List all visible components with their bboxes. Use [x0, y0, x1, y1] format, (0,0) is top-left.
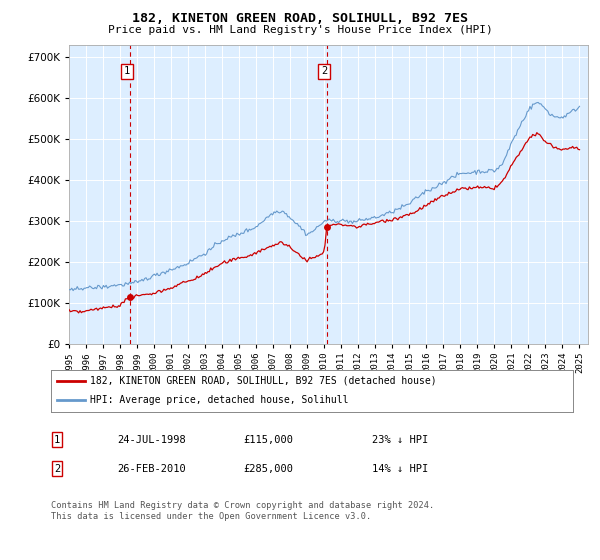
Text: 14% ↓ HPI: 14% ↓ HPI	[372, 464, 428, 474]
Text: 1: 1	[54, 435, 60, 445]
Text: 26-FEB-2010: 26-FEB-2010	[117, 464, 186, 474]
Text: Price paid vs. HM Land Registry's House Price Index (HPI): Price paid vs. HM Land Registry's House …	[107, 25, 493, 35]
Text: Contains HM Land Registry data © Crown copyright and database right 2024.
This d: Contains HM Land Registry data © Crown c…	[51, 501, 434, 521]
Text: £285,000: £285,000	[243, 464, 293, 474]
Text: 24-JUL-1998: 24-JUL-1998	[117, 435, 186, 445]
Text: 2: 2	[54, 464, 60, 474]
Text: 182, KINETON GREEN ROAD, SOLIHULL, B92 7ES (detached house): 182, KINETON GREEN ROAD, SOLIHULL, B92 7…	[90, 376, 437, 386]
Text: 1: 1	[124, 67, 130, 77]
Text: 23% ↓ HPI: 23% ↓ HPI	[372, 435, 428, 445]
Text: 2: 2	[321, 67, 328, 77]
Text: £115,000: £115,000	[243, 435, 293, 445]
Text: 182, KINETON GREEN ROAD, SOLIHULL, B92 7ES: 182, KINETON GREEN ROAD, SOLIHULL, B92 7…	[132, 12, 468, 25]
Text: HPI: Average price, detached house, Solihull: HPI: Average price, detached house, Soli…	[90, 395, 349, 405]
